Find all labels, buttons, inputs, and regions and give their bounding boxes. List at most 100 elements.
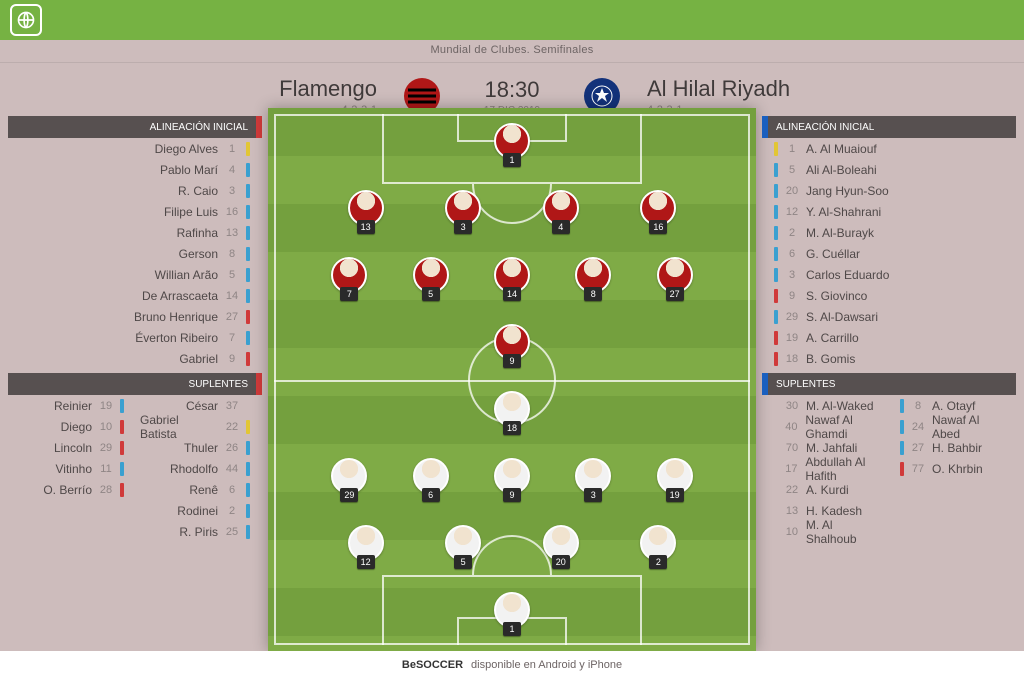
player-row[interactable]: Rafinha13 bbox=[8, 222, 256, 243]
player-name: Jang Hyun-Soo bbox=[806, 184, 889, 198]
card-marker bbox=[120, 420, 124, 434]
pitch-player[interactable]: 14 bbox=[494, 257, 530, 301]
player-row[interactable]: De Arrascaeta14 bbox=[8, 285, 256, 306]
pitch-player[interactable]: 19 bbox=[657, 458, 693, 502]
pitch-player[interactable]: 8 bbox=[575, 257, 611, 301]
pitch-player-number: 5 bbox=[422, 287, 440, 301]
player-row[interactable]: Reinier19 bbox=[8, 395, 130, 416]
player-number: 28 bbox=[98, 484, 114, 496]
home-subs-header: SUPLENTES bbox=[8, 373, 256, 395]
player-number: 24 bbox=[910, 421, 926, 433]
player-row[interactable]: 9S. Giovinco bbox=[768, 285, 1016, 306]
player-number: 1 bbox=[784, 143, 800, 155]
player-row[interactable]: Gabriel9 bbox=[8, 348, 256, 369]
player-row[interactable]: 3Carlos Eduardo bbox=[768, 264, 1016, 285]
card-marker bbox=[246, 483, 250, 497]
player-name: A. Kurdi bbox=[806, 483, 849, 497]
card-marker bbox=[774, 483, 778, 497]
pitch-player[interactable]: 3 bbox=[575, 458, 611, 502]
away-accent bbox=[762, 373, 768, 395]
player-row[interactable]: Rodinei2 bbox=[134, 500, 256, 521]
pitch-player[interactable]: 5 bbox=[445, 525, 481, 569]
player-row[interactable]: Vitinho11 bbox=[8, 458, 130, 479]
player-row[interactable]: 10M. Al Shalhoub bbox=[768, 521, 890, 542]
card-marker bbox=[774, 525, 778, 539]
pitch-player-number: 14 bbox=[503, 287, 521, 301]
player-row[interactable]: Willian Arão5 bbox=[8, 264, 256, 285]
player-name: M. Al Shalhoub bbox=[806, 518, 884, 546]
player-number: 27 bbox=[910, 442, 926, 454]
player-row[interactable]: 40Nawaf Al Ghamdi bbox=[768, 416, 890, 437]
player-row[interactable]: 6G. Cuéllar bbox=[768, 243, 1016, 264]
player-row[interactable]: Diego10 bbox=[8, 416, 130, 437]
player-row[interactable]: R. Caio3 bbox=[8, 180, 256, 201]
player-row[interactable]: Diego Alves1 bbox=[8, 138, 256, 159]
pitch-player[interactable]: 13 bbox=[348, 190, 384, 234]
player-name: M. Al-Waked bbox=[806, 399, 874, 413]
player-row[interactable]: 20Jang Hyun-Soo bbox=[768, 180, 1016, 201]
player-name: H. Kadesh bbox=[806, 504, 862, 518]
player-number: 29 bbox=[784, 311, 800, 323]
player-row[interactable]: Rhodolfo44 bbox=[134, 458, 256, 479]
pitch-player[interactable]: 29 bbox=[331, 458, 367, 502]
pitch-player[interactable]: 1 bbox=[494, 592, 530, 636]
pitch-player[interactable]: 3 bbox=[445, 190, 481, 234]
player-number: 70 bbox=[784, 442, 800, 454]
pitch-row: 13 3 4 16 bbox=[286, 179, 738, 246]
player-row[interactable]: 2M. Al-Burayk bbox=[768, 222, 1016, 243]
pitch-row: 1 bbox=[286, 580, 738, 647]
card-marker bbox=[246, 226, 250, 240]
player-row[interactable]: O. Berrío28 bbox=[8, 479, 130, 500]
competition-bar: Mundial de Clubes. Semifinales bbox=[0, 40, 1024, 63]
home-team-name: Flamengo bbox=[279, 76, 377, 102]
player-row[interactable]: Renê6 bbox=[134, 479, 256, 500]
player-number: 6 bbox=[224, 484, 240, 496]
player-row[interactable]: Gabriel Batista22 bbox=[134, 416, 256, 437]
player-row[interactable]: 12Y. Al-Shahrani bbox=[768, 201, 1016, 222]
pitch-player[interactable]: 1 bbox=[494, 123, 530, 167]
pitch-player[interactable]: 9 bbox=[494, 324, 530, 368]
player-name: A. Carrillo bbox=[806, 331, 859, 345]
player-row[interactable]: 19A. Carrillo bbox=[768, 327, 1016, 348]
pitch-player[interactable]: 5 bbox=[413, 257, 449, 301]
player-row[interactable]: R. Piris25 bbox=[134, 521, 256, 542]
player-row[interactable]: Lincoln29 bbox=[8, 437, 130, 458]
player-name: Vitinho bbox=[56, 462, 92, 476]
player-row[interactable]: 5Ali Al-Boleahi bbox=[768, 159, 1016, 180]
card-marker bbox=[774, 420, 777, 434]
pitch-player[interactable]: 18 bbox=[494, 391, 530, 435]
player-row[interactable]: Éverton Ribeiro7 bbox=[8, 327, 256, 348]
player-row[interactable]: 29S. Al-Dawsari bbox=[768, 306, 1016, 327]
pitch-player[interactable]: 7 bbox=[331, 257, 367, 301]
card-marker bbox=[246, 163, 250, 177]
player-name: B. Gomis bbox=[806, 352, 855, 366]
pitch-player[interactable]: 12 bbox=[348, 525, 384, 569]
player-row[interactable]: Pablo Marí4 bbox=[8, 159, 256, 180]
pitch-player[interactable]: 27 bbox=[657, 257, 693, 301]
home-subs-label: SUPLENTES bbox=[189, 379, 248, 390]
player-name: Ali Al-Boleahi bbox=[806, 163, 877, 177]
pitch-row: 18 bbox=[286, 380, 738, 447]
player-row[interactable]: 77O. Khrbin bbox=[894, 458, 1016, 479]
card-marker bbox=[774, 462, 777, 476]
away-panel: ALINEACIÓN INICIAL 1A. Al Muaiouf5Ali Al… bbox=[768, 116, 1016, 542]
player-name: A. Otayf bbox=[932, 399, 975, 413]
player-row[interactable]: Bruno Henrique27 bbox=[8, 306, 256, 327]
pitch-player[interactable]: 4 bbox=[543, 190, 579, 234]
pitch-player[interactable]: 2 bbox=[640, 525, 676, 569]
pitch-player[interactable]: 6 bbox=[413, 458, 449, 502]
player-row[interactable]: 1 A. Al Muaiouf bbox=[768, 138, 1016, 159]
pitch-player-number: 3 bbox=[454, 220, 472, 234]
player-name: A. Al Muaiouf bbox=[806, 142, 877, 156]
pitch-player[interactable]: 20 bbox=[543, 525, 579, 569]
player-row[interactable]: Filipe Luis16 bbox=[8, 201, 256, 222]
player-number: 1 bbox=[224, 143, 240, 155]
player-row[interactable]: Gerson8 bbox=[8, 243, 256, 264]
player-row[interactable]: 24Nawaf Al Abed bbox=[894, 416, 1016, 437]
player-row[interactable]: 18B. Gomis bbox=[768, 348, 1016, 369]
pitch-player[interactable]: 16 bbox=[640, 190, 676, 234]
player-name: Bruno Henrique bbox=[134, 310, 218, 324]
pitch-player[interactable]: 9 bbox=[494, 458, 530, 502]
away-team-name: Al Hilal Riyadh bbox=[647, 76, 790, 102]
player-row[interactable]: 17Abdullah Al Hafith bbox=[768, 458, 890, 479]
